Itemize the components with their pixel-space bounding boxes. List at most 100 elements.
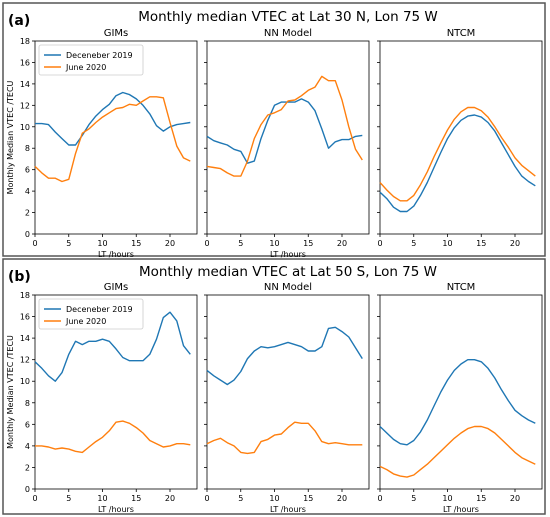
x-tick-label: 10 [97, 494, 107, 503]
x-tick-label: 10 [97, 239, 107, 248]
series-line-dec-2019 [34, 311, 191, 382]
x-tick-label: 20 [165, 494, 175, 503]
panel-a-title: Monthly median VTEC at Lat 30 N, Lon 75 … [138, 9, 438, 25]
series-line-jun-2020 [35, 420, 191, 454]
y-tick-label: 0 [25, 230, 30, 239]
legend-label: Deceneber 2019 [66, 51, 133, 60]
subplot-1: GIMs 0 5 10 15 20 0 2 4 6 8 10 12 14 16 18 LT /hours Mont… [6, 28, 198, 259]
panel-a-label: (a) [8, 13, 30, 29]
x-tick-label: 10 [442, 494, 452, 503]
x-tick-label: 5 [411, 494, 416, 503]
subplot-3: NTCM 0 5 10 15 20 [377, 28, 543, 248]
x-axis-label: LT /hours [98, 250, 134, 259]
panel-b-frame [2, 258, 546, 515]
subplot-title: GIMs [104, 282, 129, 293]
x-tick-label: 5 [411, 239, 416, 248]
y-tick-label: 10 [20, 377, 30, 386]
x-tick-label: 10 [269, 494, 279, 503]
subplot-title: GIMs [104, 28, 129, 39]
y-tick-label: 0 [25, 485, 30, 494]
panel-b-label: (b) [8, 269, 31, 285]
y-tick-label: 16 [20, 313, 30, 322]
plot-area-frame [379, 294, 543, 490]
y-tick-label: 8 [25, 144, 30, 153]
x-axis-label: LT /hours [270, 250, 306, 259]
series-line-dec-2019 [206, 326, 363, 386]
legend-label: June 2020 [65, 63, 106, 72]
plot-area-frame [206, 294, 370, 490]
series-line-jun-2020 [206, 421, 363, 455]
subplot-title: NN Model [264, 282, 312, 293]
x-axis-label: LT /hours [270, 505, 306, 514]
x-tick-label: 5 [66, 494, 71, 503]
series-line-dec-2019 [35, 91, 191, 146]
x-tick-label: 0 [377, 494, 382, 503]
x-tick-label: 20 [337, 494, 347, 503]
legend-label: June 2020 [65, 317, 106, 326]
legend-box [38, 44, 144, 76]
x-tick-label: 20 [510, 239, 520, 248]
y-tick-label: 18 [20, 37, 30, 46]
x-tick-label: 10 [269, 239, 279, 248]
y-axis-label: Monthly Median VTEC /TECU [6, 335, 15, 449]
x-tick-label: 15 [131, 239, 141, 248]
series-line-jun-2020 [379, 106, 536, 202]
x-tick-label: 15 [476, 494, 486, 503]
y-axis-label: Monthly Median VTEC /TECU [6, 80, 15, 194]
panel-b-title: Monthly median VTEC at Lat 50 S, Lon 75 … [139, 264, 437, 280]
series-line-dec-2019 [206, 98, 363, 164]
y-tick-label: 4 [25, 442, 30, 451]
y-tick-label: 16 [20, 58, 30, 67]
plot-area-frame [206, 40, 370, 235]
legend-box [38, 298, 144, 330]
series-line-dec-2019 [379, 359, 536, 446]
x-tick-label: 0 [204, 239, 209, 248]
x-axis-label: LT /hours [443, 505, 479, 514]
x-tick-label: 20 [165, 239, 175, 248]
y-tick-label: 6 [25, 166, 30, 175]
y-tick-label: 10 [20, 123, 30, 132]
series-line-jun-2020 [379, 425, 536, 478]
y-tick-label: 14 [20, 334, 30, 343]
y-tick-label: 2 [25, 209, 30, 218]
y-tick-label: 14 [20, 80, 30, 89]
x-tick-label: 0 [32, 239, 37, 248]
x-axis-label: LT /hours [98, 505, 134, 514]
x-tick-label: 10 [442, 239, 452, 248]
x-tick-label: 20 [510, 494, 520, 503]
subplot-title: NTCM [447, 282, 476, 293]
subplot-4: GIMs 0 5 10 15 20 0 2 4 6 8 10 12 14 16 18 LT /hours Mont… [6, 282, 198, 514]
x-tick-label: 0 [204, 494, 209, 503]
y-tick-label: 4 [25, 187, 30, 196]
subplot-6: NTCM 0 5 10 15 20 LT /hours [377, 282, 543, 514]
x-tick-label: 15 [303, 239, 313, 248]
x-tick-label: 5 [238, 494, 243, 503]
subplot-2: NN Model 0 5 10 15 20 LT /hours [204, 28, 370, 259]
x-tick-label: 5 [66, 239, 71, 248]
subplot-5: NN Model 0 5 10 15 20 LT /hours [204, 282, 370, 514]
x-tick-label: 0 [32, 494, 37, 503]
legend-label: Deceneber 2019 [66, 305, 133, 314]
x-tick-label: 0 [377, 239, 382, 248]
y-tick-label: 12 [20, 356, 30, 365]
plot-area-frame [34, 40, 198, 235]
y-tick-label: 8 [25, 399, 30, 408]
y-tick-label: 6 [25, 420, 30, 429]
y-tick-label: 2 [25, 463, 30, 472]
subplot-title: NN Model [264, 28, 312, 39]
x-tick-label: 5 [238, 239, 243, 248]
plot-area-frame [379, 40, 543, 235]
x-tick-label: 15 [303, 494, 313, 503]
series-line-jun-2020 [206, 75, 363, 177]
subplot-title: NTCM [447, 28, 476, 39]
x-tick-label: 15 [131, 494, 141, 503]
panel-a-frame [2, 2, 546, 257]
x-tick-label: 20 [337, 239, 347, 248]
y-tick-label: 18 [20, 291, 30, 300]
x-tick-label: 15 [476, 239, 486, 248]
series-line-jun-2020 [34, 96, 191, 183]
plot-area-frame [34, 294, 198, 490]
y-tick-label: 12 [20, 101, 30, 110]
